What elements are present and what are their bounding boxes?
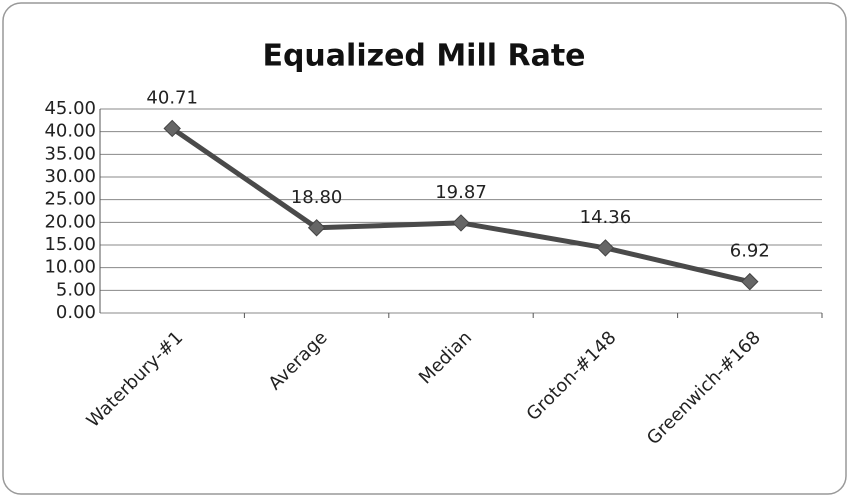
chart-title: Equalized Mill Rate (262, 39, 585, 74)
data-label: 14.36 (580, 207, 632, 228)
y-tick-label: 25.00 (44, 189, 96, 210)
data-label: 40.71 (146, 87, 198, 108)
y-tick-label: 35.00 (44, 143, 96, 164)
y-tick-label: 30.00 (44, 166, 96, 187)
marker (741, 272, 759, 291)
data-label: 18.80 (291, 187, 343, 208)
y-tick-label: 20.00 (44, 211, 96, 232)
marker (307, 219, 326, 237)
y-tick-label: 10.00 (44, 257, 96, 278)
data-label: 19.87 (435, 182, 487, 203)
data-label: 6.92 (730, 241, 770, 262)
y-tick-label: 15.00 (44, 234, 96, 255)
marker (596, 239, 615, 257)
y-tick-label: 0.00 (56, 302, 96, 323)
marker (452, 214, 470, 232)
y-tick-label: 40.00 (44, 121, 96, 142)
y-tick-label: 45.00 (44, 98, 96, 119)
marker (163, 119, 181, 138)
y-tick-label: 5.00 (56, 279, 96, 300)
